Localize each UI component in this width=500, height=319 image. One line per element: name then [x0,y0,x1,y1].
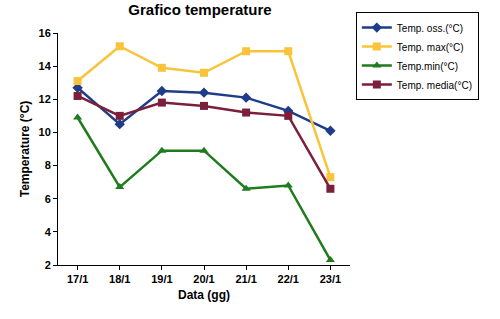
svg-text:Temp. oss.(°C): Temp. oss.(°C) [397,23,463,34]
svg-text:12: 12 [39,93,51,105]
svg-text:Temp. max(°C): Temp. max(°C) [397,42,464,53]
svg-text:17/1: 17/1 [67,273,88,285]
svg-text:2: 2 [45,259,51,271]
svg-text:23/1: 23/1 [320,273,341,285]
svg-text:8: 8 [45,159,51,171]
svg-text:Data (gg): Data (gg) [178,288,230,302]
svg-text:22/1: 22/1 [278,273,299,285]
svg-text:21/1: 21/1 [235,273,256,285]
svg-text:10: 10 [39,126,51,138]
svg-text:19/1: 19/1 [151,273,172,285]
svg-text:Temperature (°C): Temperature (°C) [18,101,32,198]
svg-text:Grafico temperature: Grafico temperature [128,1,271,18]
svg-text:20/1: 20/1 [193,273,214,285]
svg-text:4: 4 [45,226,52,238]
svg-text:6: 6 [45,193,51,205]
svg-text:18/1: 18/1 [109,273,130,285]
svg-text:Temp.min(°C): Temp.min(°C) [397,61,458,72]
svg-text:14: 14 [39,60,52,72]
svg-text:Temp. media(°C): Temp. media(°C) [397,80,472,91]
svg-text:16: 16 [39,27,51,39]
